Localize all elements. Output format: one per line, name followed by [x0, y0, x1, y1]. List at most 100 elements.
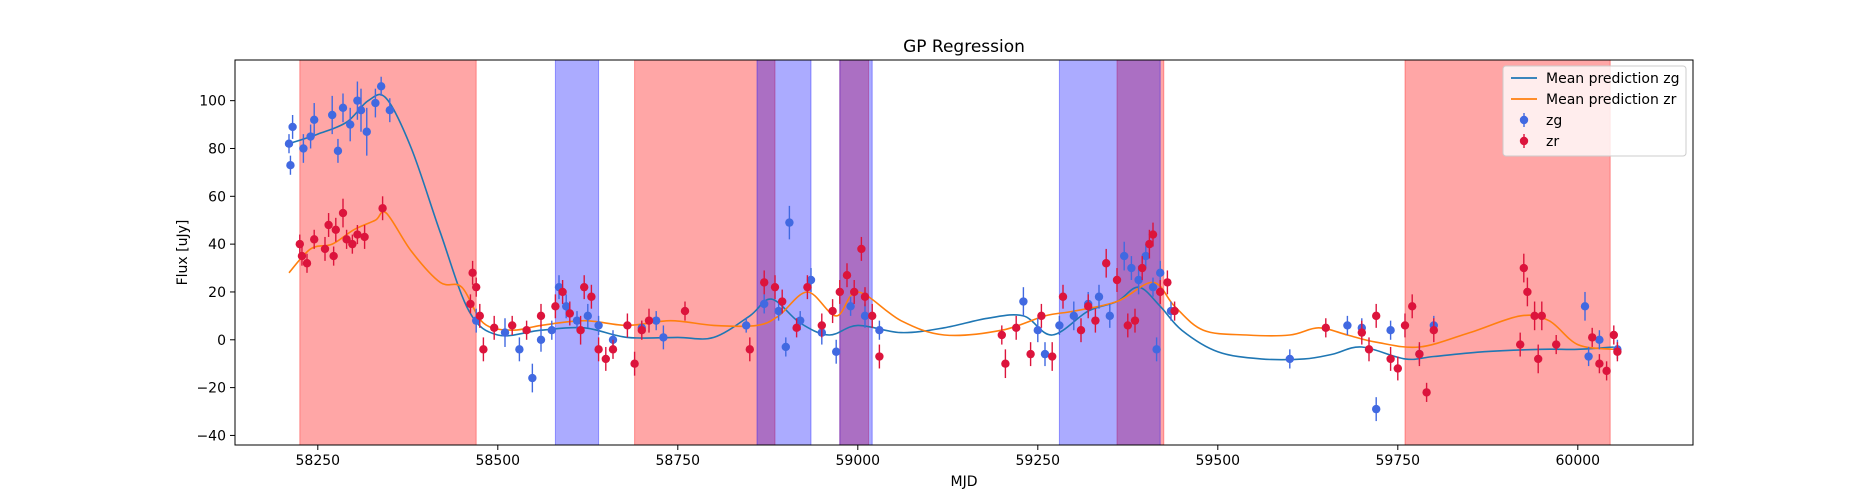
zg-span-1: [756, 59, 812, 446]
zr-point: [468, 268, 477, 278]
zg-point: [774, 306, 783, 316]
plot-frame: [234, 59, 1694, 446]
zr-point: [1534, 354, 1543, 364]
zr-point: [1602, 366, 1611, 376]
legend-label: zg: [1546, 113, 1562, 129]
zr-point: [1519, 263, 1529, 273]
axis-ticks: 58250 58500 58750 59000 59250 59500 59750 60000…: [196, 94, 1600, 469]
zr-point: [1415, 349, 1424, 359]
zr-point: [1048, 352, 1057, 361]
legend-box: [1502, 65, 1687, 157]
zg-point: [376, 82, 386, 91]
zr-point: [310, 235, 319, 244]
zr-point: [466, 299, 475, 309]
x-tick-label: 59250: [1016, 453, 1061, 469]
legend-point-swatch: [1519, 136, 1529, 146]
zr-point: [1123, 321, 1133, 330]
zr-point: [1026, 349, 1035, 359]
zr-point: [637, 326, 646, 335]
zg-point: [385, 106, 394, 115]
zg-point: [583, 311, 592, 321]
zg-point: [1127, 263, 1136, 273]
zr-point: [342, 235, 351, 244]
zr-point: [1138, 263, 1147, 273]
zr-point: [297, 251, 307, 261]
zr-point: [587, 292, 596, 301]
zg-point: [846, 302, 855, 311]
zg-point: [1595, 335, 1604, 344]
x-tick-label: 60000: [1556, 453, 1601, 469]
zr-point: [1595, 359, 1604, 368]
zr-point: [778, 297, 787, 306]
line-mean-prediction-zg: [288, 93, 1614, 361]
x-axis-label: MJD: [951, 474, 978, 490]
zr-point: [842, 271, 852, 280]
zr-point: [1170, 306, 1179, 316]
zg-point: [608, 335, 618, 344]
zr-point: [860, 292, 870, 301]
zg-point: [1019, 297, 1028, 306]
zr-point: [1156, 287, 1165, 297]
zr-point: [875, 352, 884, 361]
zg-point: [1285, 354, 1295, 364]
zg-point: [362, 127, 371, 136]
zg-point: [1120, 251, 1129, 261]
zg-point: [572, 316, 582, 325]
zr-point: [320, 244, 330, 254]
zr-point: [828, 306, 837, 316]
zg-point: [328, 110, 337, 120]
y-tick-label: 60: [208, 189, 226, 205]
zr-point: [1530, 311, 1539, 321]
zr-point: [1148, 230, 1158, 239]
x-tick-label: 59750: [1376, 453, 1421, 469]
zr-point: [338, 208, 348, 218]
zr-point: [490, 323, 499, 333]
zr-point: [1364, 345, 1374, 354]
zr-point: [594, 345, 603, 354]
y-tick-label: 80: [208, 141, 226, 157]
zg-point: [785, 218, 794, 227]
zg-point: [515, 345, 524, 354]
zr-point: [803, 282, 812, 292]
zr-point: [1588, 333, 1597, 342]
zr-point: [1321, 323, 1331, 333]
zg-point: [286, 161, 295, 170]
zg-point: [346, 120, 355, 129]
zr-point: [997, 330, 1006, 340]
zr-point: [857, 244, 866, 254]
zr-point: [475, 311, 484, 321]
zg-point: [1148, 282, 1158, 292]
zr-point: [508, 321, 517, 330]
zg-point: [832, 347, 841, 356]
zr-point: [1537, 311, 1547, 321]
zg-point: [500, 328, 510, 337]
zr-point: [580, 282, 589, 292]
shaded-spans: [299, 59, 1611, 446]
zr-point: [745, 345, 754, 354]
zr-point: [817, 321, 826, 330]
zr-point: [792, 323, 801, 333]
zr-point: [1422, 388, 1431, 397]
zg-point: [1156, 268, 1165, 278]
zg-point: [1033, 326, 1043, 335]
zg-point: [652, 316, 661, 325]
zg-point: [562, 302, 571, 311]
legend-point-swatch: [1519, 115, 1529, 125]
zr-point: [608, 345, 618, 354]
zr-point: [324, 220, 333, 230]
zg-point: [356, 106, 366, 115]
x-tick-label: 58750: [656, 453, 701, 469]
zr-point: [1084, 302, 1093, 311]
zr-point: [1091, 316, 1100, 325]
zr-point: [1058, 292, 1068, 301]
zr-point: [868, 311, 877, 321]
zg-point: [1152, 345, 1161, 354]
zg-point: [860, 311, 870, 321]
zg-point: [1040, 349, 1050, 359]
zg-point: [338, 103, 348, 113]
zg-point: [1386, 326, 1395, 335]
zg-point: [306, 132, 315, 141]
zg-point: [333, 146, 343, 156]
zr-point: [1552, 340, 1561, 349]
zr-point: [1102, 259, 1111, 268]
